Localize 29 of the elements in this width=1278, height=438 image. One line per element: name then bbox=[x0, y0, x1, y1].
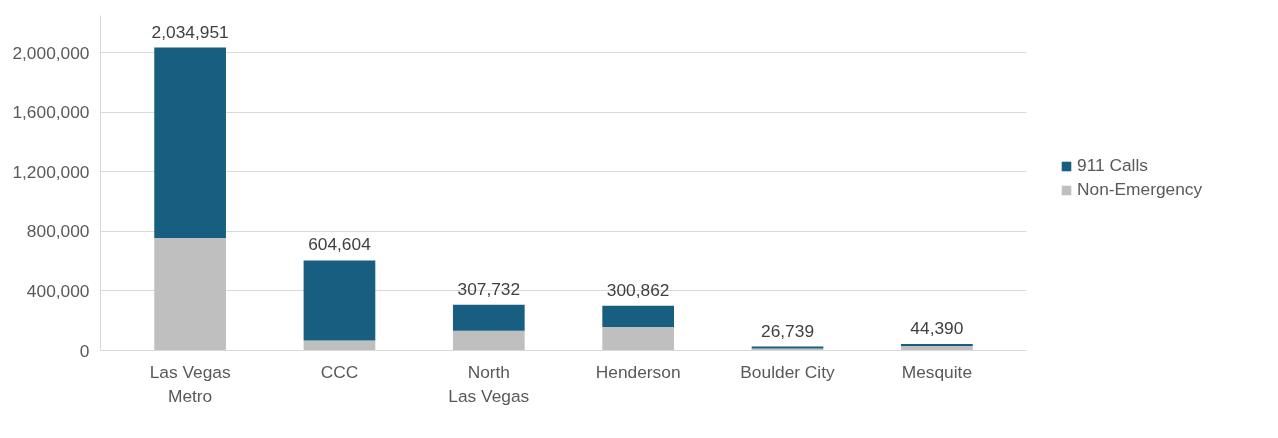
y-tick-label: 1,600,000 bbox=[12, 102, 90, 123]
total-label: 44,390 bbox=[910, 317, 964, 338]
bar bbox=[452, 330, 525, 351]
y-tick-label: 0 bbox=[79, 340, 90, 361]
x-tick-label: Henderson bbox=[595, 361, 681, 382]
y-tick-label: 1,200,000 bbox=[12, 161, 90, 182]
y-tick-label: 400,000 bbox=[26, 280, 90, 301]
total-label: 604,604 bbox=[308, 234, 372, 255]
x-tick-label: North Las Vegas bbox=[448, 361, 530, 406]
bar bbox=[901, 343, 973, 347]
bar bbox=[303, 260, 376, 341]
bar bbox=[901, 346, 973, 351]
legend-label: Non-Emergency bbox=[1077, 179, 1203, 200]
total-label: 2,034,951 bbox=[151, 21, 229, 42]
x-tick-label: Boulder City bbox=[740, 361, 836, 382]
total-label: 26,739 bbox=[761, 320, 815, 341]
bar bbox=[154, 237, 226, 351]
bar bbox=[602, 326, 675, 351]
total-label: 307,732 bbox=[457, 278, 521, 299]
x-tick-label: CCC bbox=[320, 361, 359, 382]
x-tick-label: Las Vegas Metro bbox=[149, 361, 231, 406]
bar bbox=[452, 304, 525, 331]
bar bbox=[154, 47, 226, 238]
bar bbox=[602, 305, 675, 327]
x-tick-label: Mesquite bbox=[901, 361, 973, 382]
y-tick-label: 800,000 bbox=[26, 221, 90, 242]
legend-label: 911 Calls bbox=[1077, 155, 1148, 176]
y-tick-label: 2,000,000 bbox=[12, 42, 90, 63]
total-label: 300,862 bbox=[606, 279, 670, 300]
